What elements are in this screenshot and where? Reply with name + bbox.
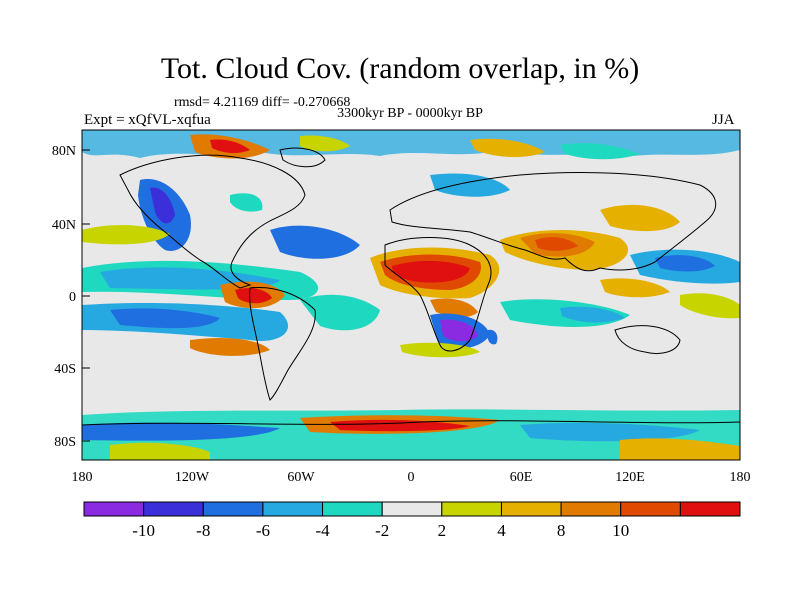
colorbar-label: -2 (375, 521, 389, 540)
colorbar-swatch (322, 501, 383, 517)
colorbar-label: -6 (256, 521, 270, 540)
stats-line: rmsd= 4.21169 diff= -0.270668 (174, 95, 351, 110)
eurasia-outline (389, 172, 717, 272)
ecuador-anomaly-red (235, 287, 272, 304)
colorbar-swatch (560, 501, 622, 517)
satlantic-anomaly-teal (300, 294, 380, 331)
antarctic-anomaly-red (330, 419, 470, 432)
lat-label: 40N (52, 218, 76, 233)
anomaly-field (82, 130, 740, 460)
lat-label: 40S (54, 362, 76, 377)
colorbar-label: -10 (132, 521, 155, 540)
se-pacific-anomaly-blue (110, 308, 220, 329)
colorbar-swatch (620, 501, 681, 517)
wpacific-anomaly-blue (655, 255, 715, 272)
india-anomaly-red (535, 237, 578, 251)
experiment-label: Expt = xQfVL-xqfua (84, 112, 211, 128)
colorbar-swatch (202, 501, 264, 517)
congo-anomaly-orange (430, 298, 478, 318)
lat-label: 0 (69, 290, 76, 305)
africa-anomaly-red (392, 260, 470, 283)
antarctica-outline (82, 420, 740, 426)
colorbar-swatch (679, 501, 741, 517)
coastlines (82, 147, 740, 426)
season-label: JJA (712, 112, 735, 128)
arctic-anomaly-red (210, 139, 250, 154)
period-label: 3300kyr BP - 0000kyr BP (337, 106, 483, 121)
lon-label: 120W (175, 470, 210, 485)
lon-label: 60E (510, 470, 533, 485)
npacific-anomaly-yellow (82, 225, 170, 245)
greenland-outline (279, 147, 326, 168)
antarctic-anomaly-blue (82, 422, 280, 441)
map-frame (81, 129, 741, 461)
lon-label: 0 (408, 470, 415, 485)
antarctic-anomaly-yellow (110, 442, 210, 460)
madagascar-anomaly-blue (487, 329, 498, 345)
africa-outline (384, 237, 492, 352)
colorbar-label: 2 (438, 521, 447, 540)
colorbar-label: 10 (612, 521, 629, 540)
antarctic-anomaly-teal (82, 409, 740, 460)
lon-label: 180 (72, 470, 93, 485)
lat-label: 80S (54, 435, 76, 450)
colorbar-swatch (500, 501, 562, 517)
colorbar-swatch (262, 501, 324, 517)
lon-label: 120E (615, 470, 645, 485)
australia-outline (614, 325, 681, 354)
maritime-anomaly-orange (600, 278, 670, 298)
north-america-outline (119, 154, 306, 289)
arctic-anomaly-yellow (300, 135, 350, 152)
colorbar-label: -4 (315, 521, 330, 540)
map-title: Tot. Cloud Cov. (random overlap, in %) (160, 52, 640, 85)
colorbar-swatch (143, 501, 204, 517)
colorbar-swatch (441, 501, 502, 517)
colorbar: -10 -8 -6 -4 -2 2 4 8 10 (83, 501, 741, 540)
s-pacific-anomaly-orange (190, 338, 270, 356)
europe-anomaly-cyan (430, 173, 510, 197)
antarctic-anomaly-orange-2 (620, 438, 740, 460)
arctic-anomaly-teal (560, 143, 640, 160)
colorbar-label: -8 (196, 521, 210, 540)
safrica-anomaly-purple (440, 319, 478, 342)
china-anomaly-orange (600, 204, 680, 232)
indian-anomaly-cyan (560, 306, 625, 323)
lon-axis: 180 120W 60W 0 60E 120E 180 (72, 470, 751, 485)
colorbar-label: 8 (557, 521, 566, 540)
lat-label: 80N (52, 144, 76, 159)
lon-label: 60W (287, 470, 315, 485)
spcz-anomaly-yellow (680, 293, 740, 319)
atlantic-anomaly-blue (270, 225, 360, 259)
lon-label: 180 (730, 470, 751, 485)
namerica-anomaly-darkblue (150, 187, 175, 224)
colorbar-swatch (381, 501, 443, 517)
antarctic-anomaly-cyan (520, 422, 700, 442)
arctic-anomaly-orange-2 (470, 138, 545, 158)
south-america-outline (249, 286, 316, 401)
na-anomaly-teal (230, 193, 263, 212)
satl-anomaly-yellow (400, 342, 480, 358)
colorbar-label: 4 (497, 521, 506, 540)
colorbar-swatch (83, 501, 145, 517)
lat-axis: 80N 40N 0 40S 80S (52, 144, 90, 450)
